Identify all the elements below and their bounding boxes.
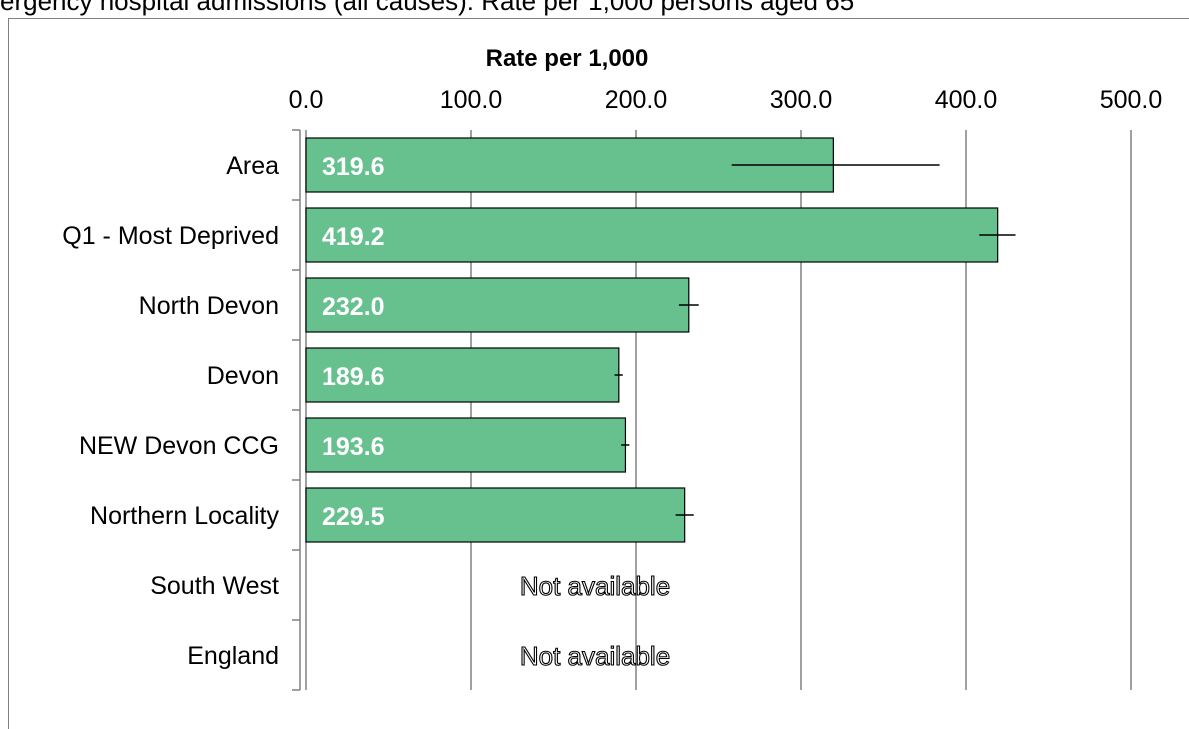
bar-value-label: 193.6 <box>322 433 385 461</box>
chart-frame <box>8 18 1189 729</box>
category-label: Q1 - Most Deprived <box>62 222 279 250</box>
x-tick-label: 200.0 <box>605 86 668 114</box>
bar <box>305 347 620 403</box>
bar-value-label: 319.6 <box>322 153 385 181</box>
x-tick-label: 300.0 <box>770 86 833 114</box>
category-label: NEW Devon CCG <box>79 432 279 460</box>
bar <box>305 487 686 543</box>
x-tick-label: 100.0 <box>440 86 503 114</box>
x-tick-label: 400.0 <box>935 86 998 114</box>
category-label: Area <box>226 152 279 180</box>
bar-value-label: 419.2 <box>322 223 385 251</box>
chart-caption: ergency hospital admissions (all causes)… <box>0 0 855 16</box>
category-label: Devon <box>207 362 279 390</box>
not-available-label: Not available <box>520 571 670 601</box>
x-tick-label: 0.0 <box>289 86 324 114</box>
category-axis: Area Q1 - Most Deprived North Devon Devon NE… <box>62 129 301 691</box>
category-label: Northern Locality <box>90 502 279 530</box>
bar <box>305 207 999 263</box>
x-axis: 0.0 100.0 200.0 300.0 400.0 500.0 <box>289 86 1163 114</box>
not-available-label: Not available <box>520 641 670 671</box>
chart-title: Rate per 1,000 <box>486 45 649 72</box>
bar-value-label: 232.0 <box>322 293 385 321</box>
bars: 319.6 419.2 232.0 189.6 193.6 229.5 Not availa… <box>305 137 1016 672</box>
x-tick-label: 500.0 <box>1100 86 1163 114</box>
category-label: England <box>187 642 279 670</box>
bar-value-label: 229.5 <box>322 503 385 531</box>
category-label: South West <box>150 572 279 600</box>
category-label: North Devon <box>139 292 279 320</box>
bar-value-label: 189.6 <box>322 363 385 391</box>
